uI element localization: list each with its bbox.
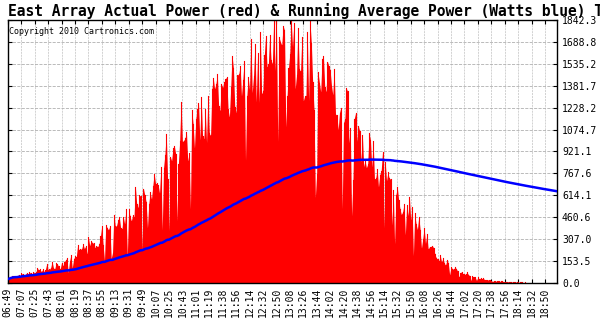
Text: East Array Actual Power (red) & Running Average Power (Watts blue) Tue Aug 31 19: East Array Actual Power (red) & Running … [8,3,600,19]
Text: Copyright 2010 Cartronics.com: Copyright 2010 Cartronics.com [10,27,154,36]
